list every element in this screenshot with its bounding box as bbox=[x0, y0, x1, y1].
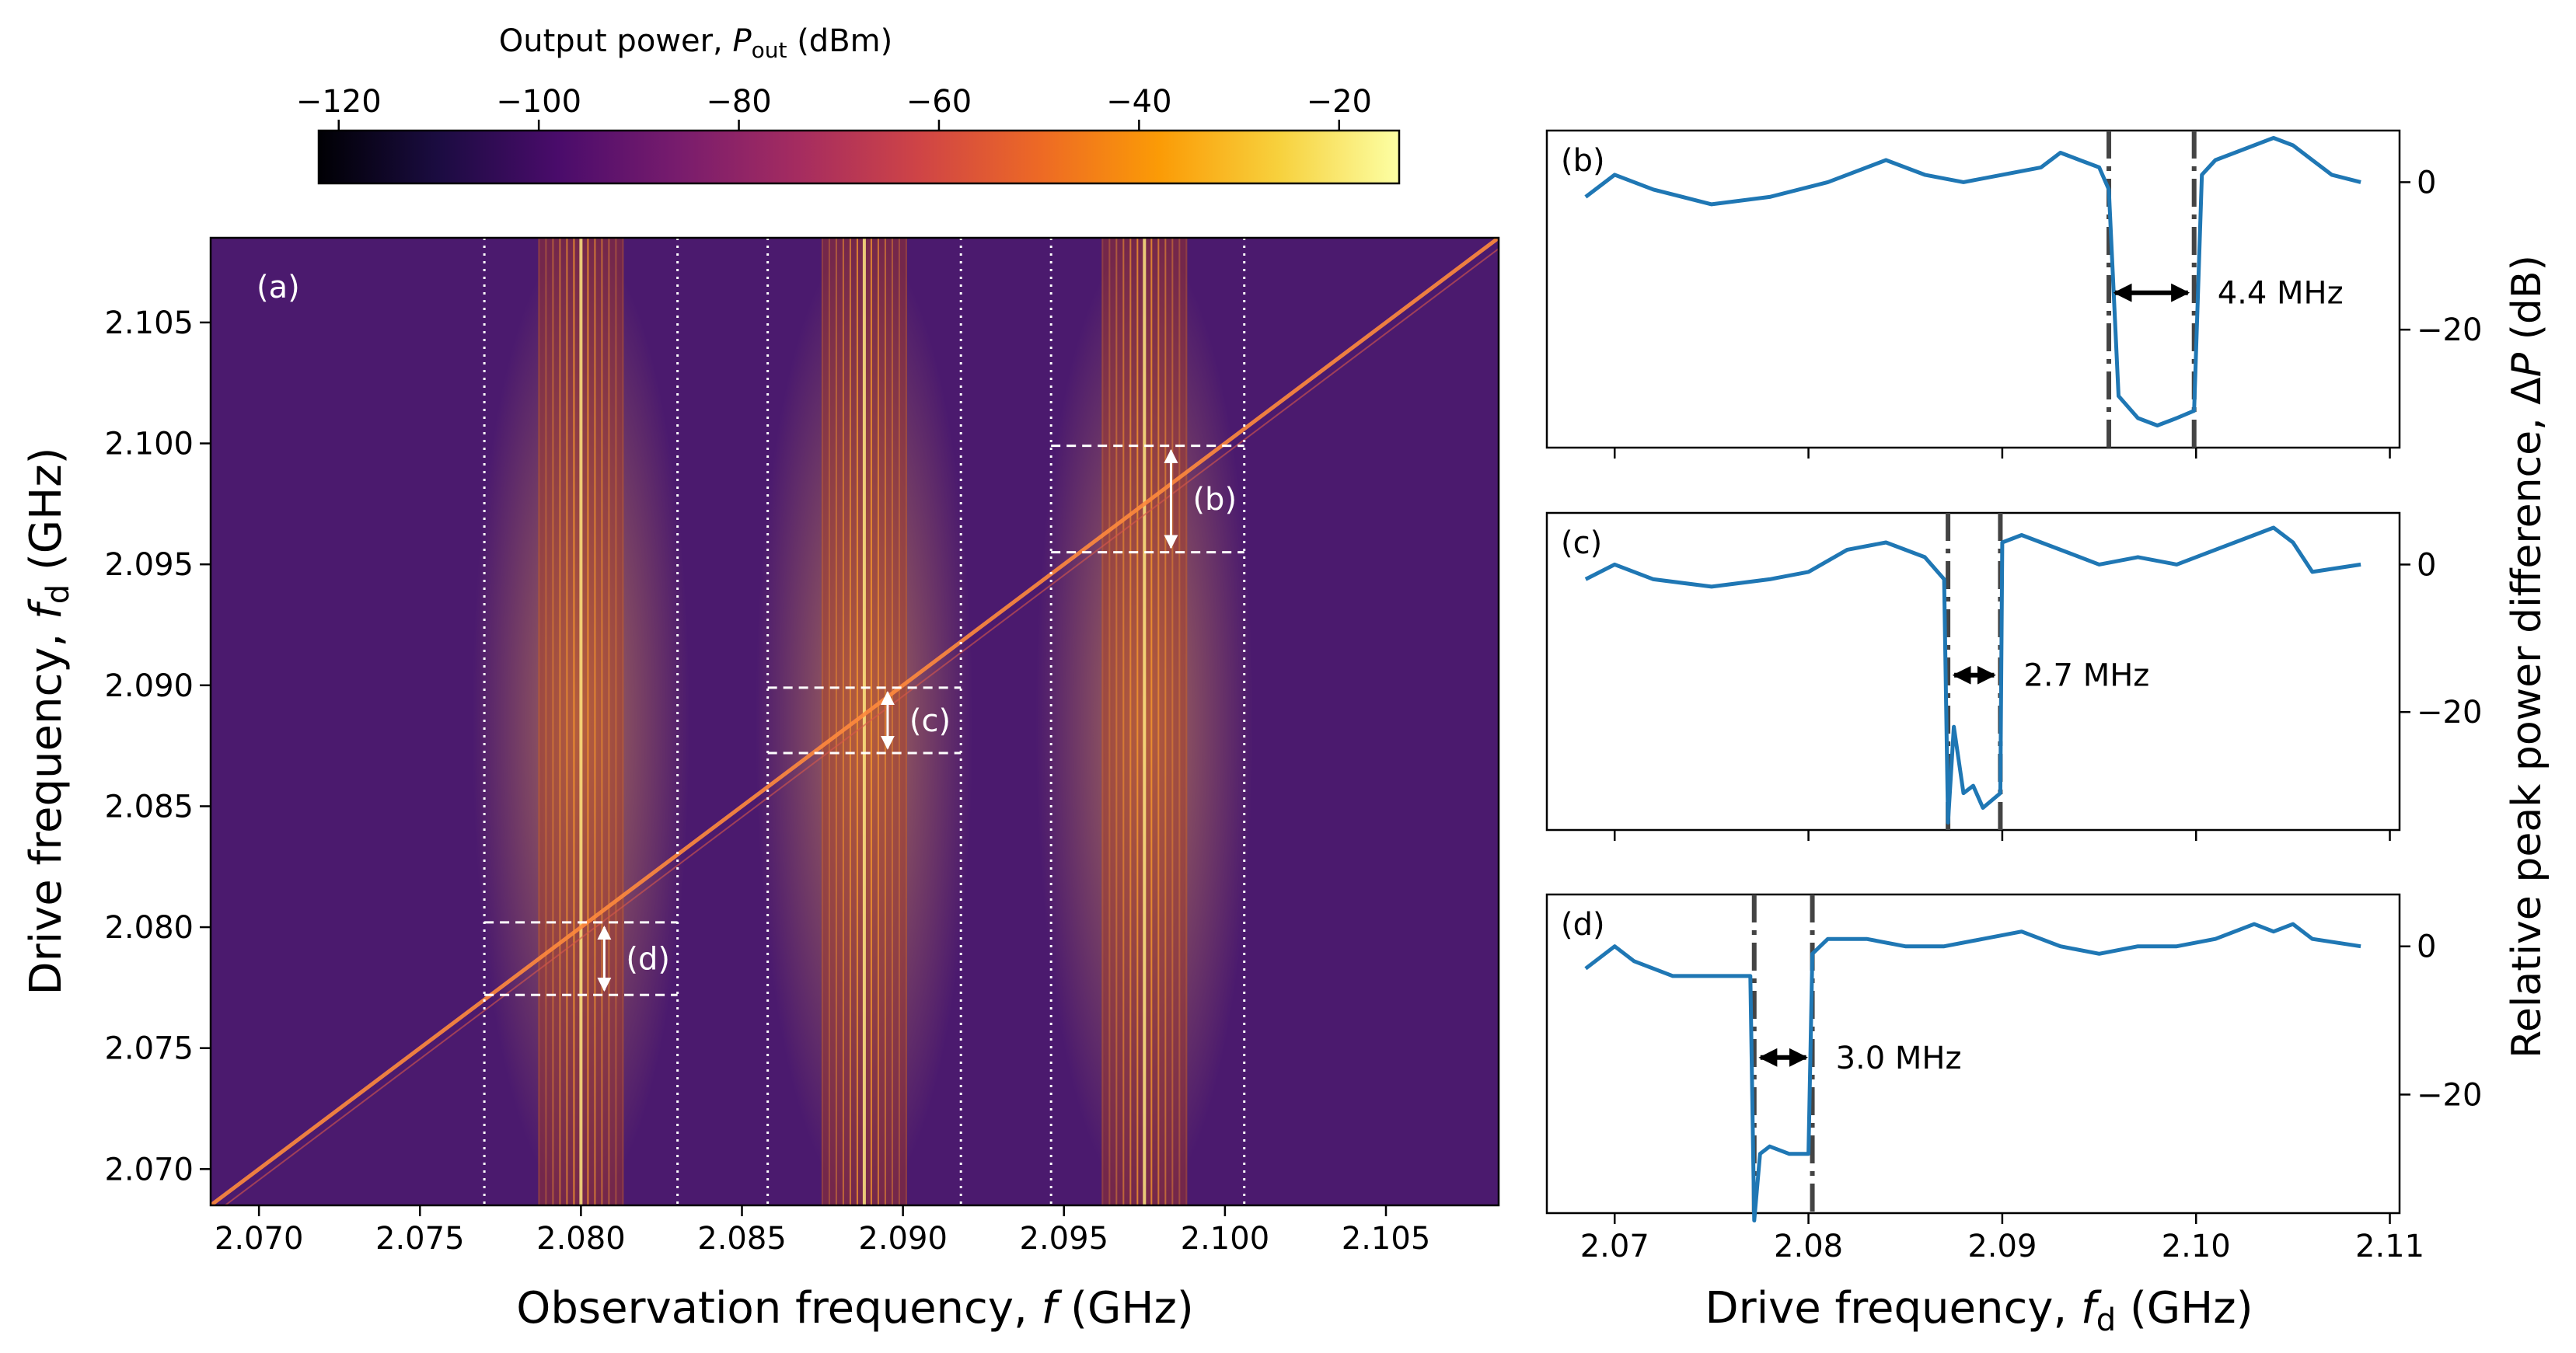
colorbar-tick-label: −20 bbox=[1307, 84, 1372, 120]
data-series-line bbox=[1584, 525, 2361, 825]
y-tick-label: 0 bbox=[2417, 165, 2436, 201]
x-tick-label: 2.085 bbox=[697, 1221, 787, 1257]
y-tick-label: 0 bbox=[2417, 929, 2436, 965]
width-label: 2.7 MHz bbox=[2023, 658, 2149, 694]
x-tick-label: 2.090 bbox=[858, 1221, 948, 1257]
axes-frame bbox=[1545, 511, 2401, 832]
axes-frame bbox=[1545, 893, 2401, 1215]
x-tick-label: 2.07 bbox=[1580, 1229, 1649, 1264]
diagonal-sideband bbox=[223, 248, 1499, 1205]
colorbar-label: Output power, Pout (dBm) bbox=[499, 23, 892, 63]
y-tick-label: 2.090 bbox=[104, 668, 194, 704]
width-label: 3.0 MHz bbox=[1836, 1041, 1962, 1076]
colorbar-tick-label: −100 bbox=[496, 84, 581, 120]
panel-a-x-ticks: 2.070 2.075 2.080 2.085 2.090 2.095 2.100 2.105 bbox=[215, 1205, 1430, 1257]
gap-windows: (b) (c) (d) bbox=[484, 445, 1244, 996]
right-panels: 4.4 MHz (b) 0 −20 2.7 MHz (c) 0 −20 3.0 MHz (d) 0 −… bbox=[1545, 129, 2482, 1264]
width-label: 4.4 MHz bbox=[2218, 276, 2344, 312]
panel-a-xlabel: Observation frequency, f (GHz) bbox=[516, 1283, 1193, 1334]
x-tick-label: 2.075 bbox=[375, 1221, 465, 1257]
y-tick-label: 2.105 bbox=[104, 305, 194, 341]
colorbar-tick-label: −40 bbox=[1106, 84, 1171, 120]
panel-a-heatmap: (b)(c)(d) (a) 2.070 2.075 2.080 2.085 2.090 2… bbox=[21, 236, 1500, 1334]
window-label: (c) bbox=[909, 703, 951, 739]
data-series-line bbox=[1584, 136, 2361, 427]
colorbar-gradient bbox=[317, 129, 1401, 185]
right-xlabel: Drive frequency, fd (GHz) bbox=[1705, 1283, 2253, 1338]
right-ylabel: Relative peak power difference, ΔP (dB) bbox=[2504, 255, 2550, 1058]
heatmap-frame bbox=[209, 236, 1500, 1207]
y-tick-label: −20 bbox=[2417, 1077, 2482, 1113]
colorbar-tick-label: −80 bbox=[706, 84, 771, 120]
diagonal-line bbox=[211, 238, 1499, 1205]
colorbar: Output power, Pout (dBm) −120 −100 −80 −60−… bbox=[296, 23, 1401, 185]
panel-label: (d) bbox=[1561, 907, 1605, 943]
colorbar-ticks: −120 −100 −80 −60 −40 −20 bbox=[296, 84, 1372, 131]
y-tick-label: 2.100 bbox=[104, 427, 194, 462]
x-tick-label: 2.10 bbox=[2162, 1229, 2231, 1264]
x-tick-label: 2.080 bbox=[536, 1221, 626, 1257]
drive-diagonal bbox=[211, 238, 1499, 1205]
y-tick-label: −20 bbox=[2417, 695, 2482, 731]
panel-c-plot: 2.7 MHz (c) 0 −20 bbox=[1545, 511, 2482, 841]
y-tick-label: 0 bbox=[2417, 547, 2436, 583]
x-tick-label: 2.09 bbox=[1967, 1229, 2037, 1264]
window-label: (b) bbox=[1192, 482, 1237, 518]
data-series-line bbox=[1584, 922, 2361, 1222]
panel-label: (c) bbox=[1561, 525, 1602, 561]
window-label: (d) bbox=[626, 942, 670, 978]
y-tick-label: 2.075 bbox=[104, 1031, 194, 1067]
panel-d-plot: 3.0 MHz (d) 0 −20 2.07 2.08 2.09 2.10 2.11 bbox=[1545, 893, 2482, 1264]
panel-label: (b) bbox=[1561, 143, 1605, 179]
window-dotted-lines bbox=[483, 238, 1246, 1205]
x-tick-label: 2.08 bbox=[1774, 1229, 1843, 1264]
panel-a-label: (a) bbox=[257, 270, 300, 305]
x-tick-label: 2.100 bbox=[1181, 1221, 1270, 1257]
y-tick-label: 2.080 bbox=[104, 910, 194, 946]
x-tick-label: 2.070 bbox=[215, 1221, 304, 1257]
resonance-bands bbox=[472, 238, 1254, 1205]
x-tick-label: 2.095 bbox=[1020, 1221, 1109, 1257]
colorbar-tick-label: −120 bbox=[296, 84, 382, 120]
axes-frame bbox=[1545, 129, 2401, 449]
y-tick-label: 2.095 bbox=[104, 547, 194, 583]
panel-b-plot: 4.4 MHz (b) 0 −20 bbox=[1545, 129, 2482, 459]
y-tick-label: −20 bbox=[2417, 312, 2482, 348]
colorbar-tick-label: −60 bbox=[906, 84, 972, 120]
x-tick-label: 2.11 bbox=[2355, 1229, 2424, 1264]
panel-a-y-ticks: 2.070 2.075 2.080 2.085 2.090 2.095 2.100 2.105 bbox=[104, 305, 211, 1187]
panel-a-ylabel: Drive frequency, fd (GHz) bbox=[21, 447, 76, 995]
y-tick-label: 2.085 bbox=[104, 789, 194, 825]
x-tick-label: 2.105 bbox=[1342, 1221, 1431, 1257]
y-tick-label: 2.070 bbox=[104, 1152, 194, 1187]
